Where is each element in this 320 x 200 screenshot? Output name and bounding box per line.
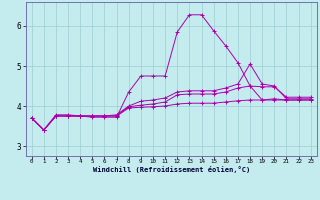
X-axis label: Windchill (Refroidissement éolien,°C): Windchill (Refroidissement éolien,°C) — [92, 166, 250, 173]
